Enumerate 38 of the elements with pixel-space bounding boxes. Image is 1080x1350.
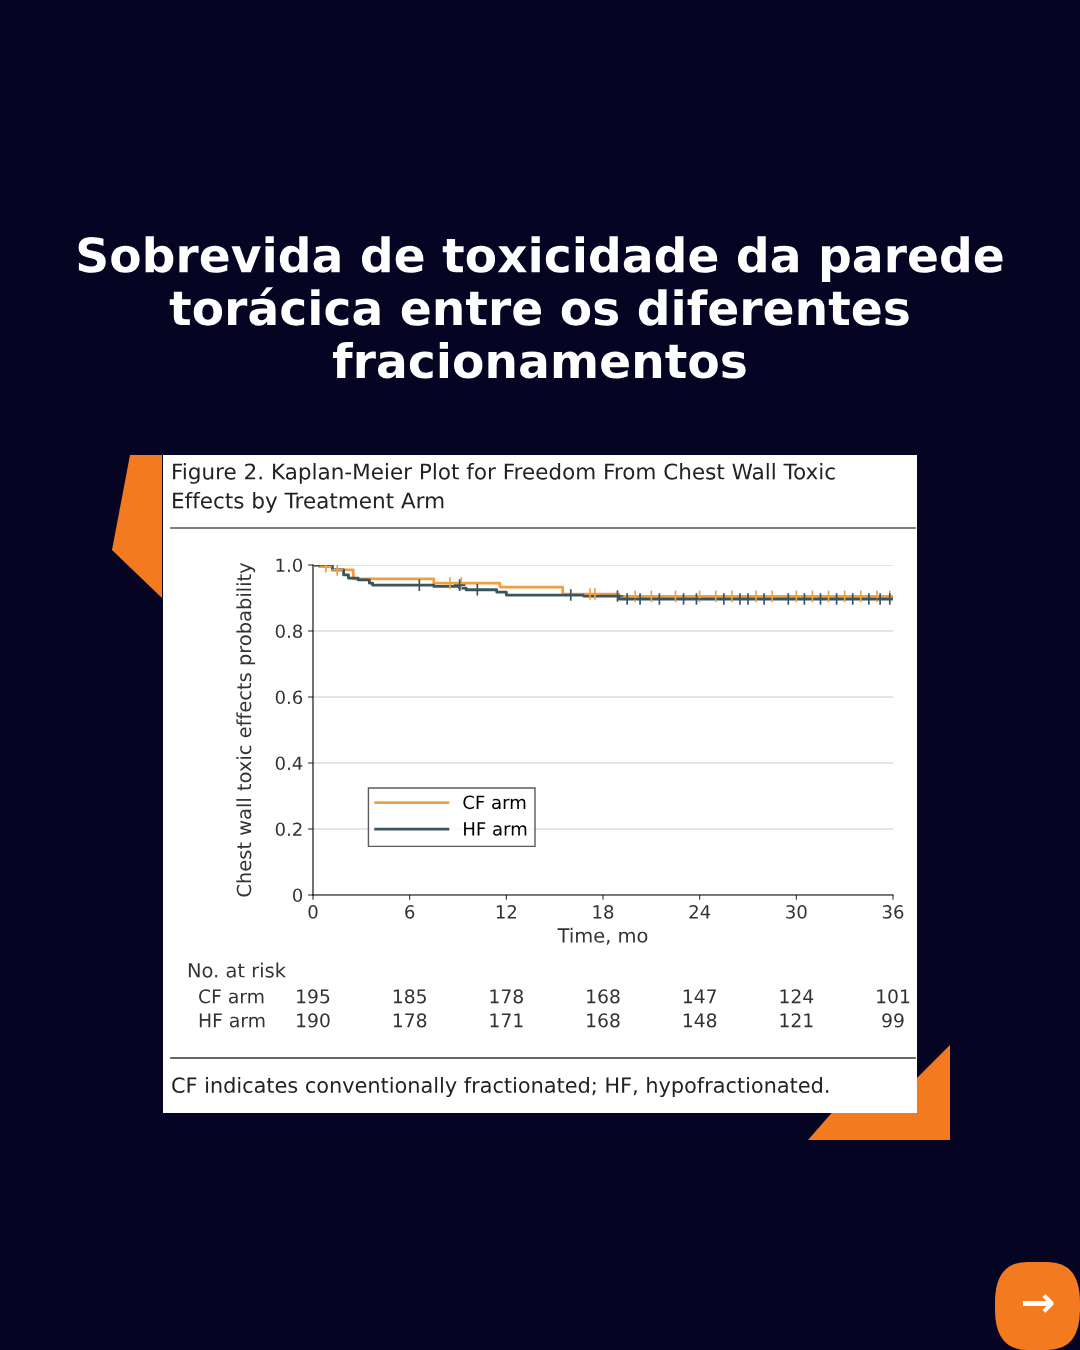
text: HF arm [199,1013,265,1028]
text: 99 [882,1013,904,1028]
text: 147 [683,989,716,1004]
y-tick-label: 1.0 [276,558,303,573]
text: 185 [393,989,426,1004]
text: 101 [877,989,910,1004]
y-tick-label: 0.8 [275,624,303,639]
y-tick-label: 0 [292,888,303,903]
text: 148 [683,1013,717,1028]
text: 178 [393,1013,427,1028]
x-tick-label: 24 [689,905,711,919]
text: No. at risk [188,962,286,978]
chart-title: Sobrevida de toxicidade da parede torácica entre os diferentes fracionamentos [78,236,1003,379]
x-tick-label: 30 [786,905,807,919]
y-axis-title: Chest wall toxic effects probability [236,562,256,897]
text: CF indicates conventionally fractionated; HF, hypofractionated. [172,1076,829,1098]
text: CF arm [199,989,264,1004]
x-tick-label: 12 [496,905,517,919]
y-tick-label: 0.6 [275,690,303,705]
x-tick-label: 6 [405,905,415,919]
text: 171 [490,1013,523,1028]
text: 124 [780,989,814,1004]
text: 168 [587,1013,620,1028]
y-tick-label: 0.2 [275,822,302,837]
text: 190 [297,1013,330,1028]
chart-subtitle: Figure 2. Kaplan-Meier Plot for Freedom From Chest Wall Toxic Effects by Treatment Arm [173,463,835,513]
x-tick-label: 36 [882,905,904,919]
x-tick-label: 0 [308,905,318,919]
x-tick-label: 18 [593,905,614,919]
text: → [1022,1294,1054,1313]
text: 178 [490,989,523,1004]
x-axis-title: Time, mo [557,927,648,945]
legend-label: CF arm [463,795,526,810]
legend-label: HF arm [464,822,527,836]
text: 195 [297,989,330,1004]
text: 121 [780,1013,813,1028]
text: 168 [587,989,620,1004]
y-tick-label: 0.4 [275,756,303,771]
